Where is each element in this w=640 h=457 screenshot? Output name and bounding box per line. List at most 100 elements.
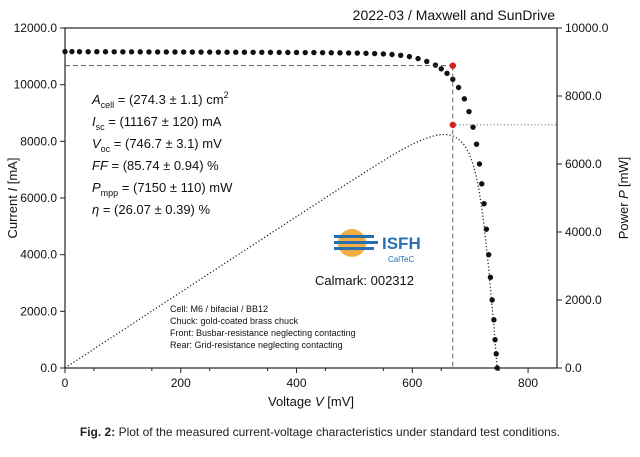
cell-note: Chuck: gold-coated brass chuck bbox=[170, 316, 299, 326]
y-left-tick-label: 6000.0 bbox=[20, 191, 57, 205]
mpp-current-marker bbox=[449, 62, 457, 69]
iv-point bbox=[455, 84, 462, 91]
mpp-markers bbox=[65, 62, 557, 368]
iv-chart: 2022-03 / Maxwell and SunDrive 0 200 400 60… bbox=[5, 7, 631, 409]
iv-point bbox=[485, 251, 492, 258]
iv-point bbox=[461, 96, 468, 102]
iv-point bbox=[172, 49, 178, 55]
iv-point bbox=[424, 58, 430, 65]
y-left-tick-label: 0.0 bbox=[40, 361, 57, 375]
iv-point bbox=[120, 49, 126, 55]
x-tick-label: 600 bbox=[402, 376, 422, 390]
iv-point bbox=[111, 49, 117, 55]
iv-point bbox=[311, 49, 317, 56]
caption-text: Plot of the measured current-voltage cha… bbox=[118, 425, 561, 439]
iv-point bbox=[406, 53, 413, 60]
chart-header: 2022-03 / Maxwell and SunDrive bbox=[353, 7, 556, 23]
iv-point bbox=[293, 49, 300, 56]
y-right-tick-label: 8000.0 bbox=[565, 89, 602, 103]
parameter-line: Pmpp = (7150 ± 110) mW bbox=[92, 180, 233, 198]
cell-note: Rear: Grid-resistance neglecting contact… bbox=[170, 340, 343, 350]
y-left-tick-label: 4000.0 bbox=[20, 248, 57, 262]
iv-point bbox=[492, 336, 498, 343]
isfh-logo: ISFH CalTeC bbox=[334, 229, 421, 264]
iv-point bbox=[466, 108, 472, 115]
iv-point bbox=[215, 49, 222, 55]
iv-point bbox=[479, 181, 485, 187]
y-left-tick-label: 2000.0 bbox=[20, 304, 57, 318]
y-left-tick-label: 12000.0 bbox=[14, 21, 58, 35]
iv-point bbox=[259, 49, 265, 56]
iv-point bbox=[337, 50, 343, 56]
iv-point bbox=[207, 49, 213, 55]
iv-point bbox=[180, 49, 187, 55]
iv-point bbox=[146, 49, 152, 55]
parameter-line: η = (26.07 ± 0.39) % bbox=[92, 202, 210, 217]
iv-point bbox=[241, 49, 248, 55]
iv-point bbox=[128, 49, 135, 55]
iv-point bbox=[345, 50, 352, 56]
y-right-tick-label: 6000.0 bbox=[565, 157, 602, 171]
iv-point bbox=[494, 365, 500, 371]
iv-point bbox=[444, 70, 450, 77]
y-right-tick-label: 2000.0 bbox=[565, 293, 602, 307]
iv-point bbox=[389, 51, 395, 58]
iv-point bbox=[450, 76, 456, 82]
iv-point bbox=[432, 62, 439, 68]
iv-point bbox=[276, 49, 282, 56]
y-right-tick-label: 10000.0 bbox=[565, 21, 609, 35]
y-left-axis-label: Current I [mA] bbox=[5, 158, 20, 239]
iv-point bbox=[154, 49, 161, 55]
cell-note: Cell: M6 / bifacial / BB12 bbox=[170, 304, 268, 314]
iv-point bbox=[438, 66, 444, 72]
iv-point bbox=[267, 49, 274, 56]
y-right-axis-label: Power P [mW] bbox=[616, 157, 631, 240]
iv-point bbox=[354, 50, 361, 56]
iv-point bbox=[470, 124, 476, 130]
iv-point bbox=[102, 49, 109, 55]
plot-frame bbox=[64, 27, 558, 369]
iv-point bbox=[493, 351, 499, 357]
iv-point bbox=[285, 49, 291, 56]
parameter-line: Isc = (11167 ± 120) mA bbox=[92, 114, 222, 132]
x-tick-label: 0 bbox=[62, 376, 69, 390]
x-axis-label: Voltage V [mV] bbox=[268, 394, 354, 409]
y-left-tick-label: 8000.0 bbox=[20, 134, 57, 148]
iv-point bbox=[487, 274, 494, 281]
plot-area: 0 200 400 600 8000.02000.04000.06000.08000.0… bbox=[14, 21, 609, 390]
iv-point bbox=[163, 49, 169, 55]
iv-point bbox=[198, 49, 204, 55]
iv-point bbox=[233, 49, 239, 55]
mpp-power-marker bbox=[449, 121, 457, 129]
iv-point bbox=[94, 49, 100, 55]
caption-label: Fig. 2: bbox=[79, 425, 116, 439]
iv-point bbox=[481, 200, 487, 207]
iv-point bbox=[489, 297, 495, 303]
iv-point bbox=[302, 49, 308, 56]
iv-point bbox=[380, 51, 387, 57]
figure-caption: Fig. 2: Plot of the measured current-vol… bbox=[0, 425, 640, 439]
parameter-line: Voc = (746.7 ± 3.1) mV bbox=[92, 136, 222, 154]
calmark: Calmark: 002312 bbox=[315, 273, 414, 288]
iv-point bbox=[476, 161, 483, 167]
iv-curve-points bbox=[62, 48, 500, 371]
iv-point bbox=[328, 50, 334, 56]
iv-point bbox=[319, 49, 326, 56]
iv-point bbox=[85, 48, 91, 55]
iv-point bbox=[415, 55, 421, 62]
parameter-line: FF = (85.74 ± 0.94) % bbox=[92, 158, 219, 173]
cell-note: Front: Busbar-resistance neglecting cont… bbox=[170, 328, 356, 338]
x-tick-label: 400 bbox=[287, 376, 307, 390]
logo-name: ISFH bbox=[382, 234, 421, 253]
iv-point bbox=[363, 50, 369, 56]
y-right-tick-label: 0.0 bbox=[565, 361, 582, 375]
iv-point bbox=[250, 49, 256, 55]
parameter-line: Acell = (274.3 ± 1.1) cm2 bbox=[91, 90, 229, 110]
iv-point bbox=[62, 48, 68, 55]
y-right-tick-label: 4000.0 bbox=[565, 225, 602, 239]
iv-point bbox=[473, 141, 480, 147]
y-left-tick-label: 10000.0 bbox=[14, 78, 58, 92]
iv-point bbox=[137, 49, 143, 55]
x-tick-label: 800 bbox=[518, 376, 538, 390]
axis-labels: Voltage V [mV] Current I [mA] Power P [mW] bbox=[5, 157, 631, 409]
